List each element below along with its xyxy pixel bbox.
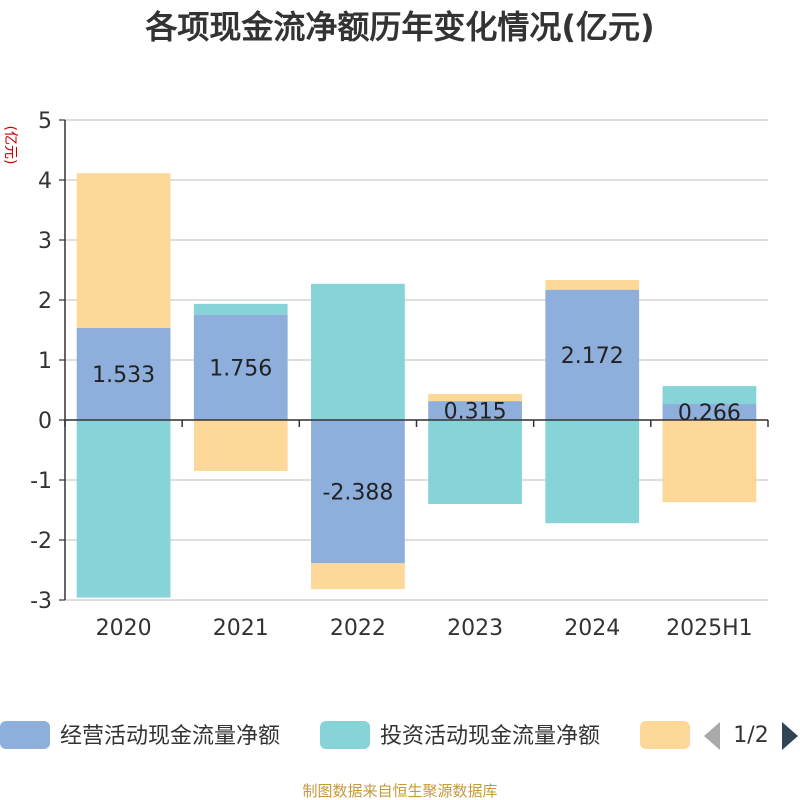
bar-segment [76, 420, 171, 598]
bar-segment [545, 289, 640, 420]
bar-segment [76, 173, 171, 329]
footer-source: 制图数据来自恒生聚源数据库 [302, 782, 497, 800]
bar-segment [76, 328, 171, 420]
legend-swatch[interactable] [640, 721, 690, 749]
y-tick-label: 0 [38, 409, 52, 434]
bar-segment [545, 420, 640, 524]
bar-segment [428, 393, 522, 402]
bar-segment [428, 401, 522, 420]
bar-segment [311, 420, 405, 564]
bar-segment [311, 283, 405, 420]
legend-next-arrow-icon[interactable] [782, 722, 798, 750]
y-tick-label: 5 [38, 109, 52, 134]
y-tick-label: 4 [38, 169, 52, 194]
data-label: 2.172 [561, 344, 624, 369]
x-tick-label: 2024 [564, 616, 620, 641]
legend-pager: 1/2 [704, 722, 798, 750]
x-tick-label: 2021 [213, 616, 269, 641]
y-tick-label: 2 [38, 289, 52, 314]
x-tick-label: 2025H1 [666, 616, 753, 641]
bar-segment [428, 420, 522, 504]
y-axis-unit: (亿元) [2, 126, 18, 165]
y-tick-label: -1 [30, 469, 52, 494]
bar-segment [193, 314, 288, 420]
x-tick-label: 2022 [330, 616, 386, 641]
y-tick-label: -2 [30, 529, 52, 554]
y-tick-label: 3 [38, 229, 52, 254]
legend-swatch[interactable] [320, 721, 370, 749]
legend-swatch[interactable] [0, 721, 50, 749]
data-label: 0.266 [678, 401, 741, 426]
bar-segment [662, 404, 757, 420]
data-label: 1.756 [209, 356, 272, 381]
bar-segment [662, 386, 757, 405]
bar-segment [662, 420, 757, 503]
axes: 5 4 3 2 1 0 -1 -2 -3 2020 2021 2022 2023 2024 2025H1 [30, 109, 769, 641]
bar-segment [311, 563, 405, 590]
y-tick-label: -3 [30, 589, 52, 614]
legend-page-indicator: 1/2 [733, 723, 768, 748]
bars [76, 173, 757, 598]
x-tick-label: 2020 [96, 616, 152, 641]
bar-segment [545, 280, 640, 290]
data-label: 0.315 [444, 400, 507, 425]
data-labels: 1.533 1.756 -2.388 0.315 2.172 0.266 [92, 344, 741, 506]
legend-label[interactable]: 投资活动现金流量净额 [380, 724, 600, 749]
bar-segment [193, 303, 288, 315]
legend-label[interactable]: 经营活动现金流量净额 [60, 724, 280, 749]
y-tick-label: 1 [38, 349, 52, 374]
chart-title: 各项现金流净额历年变化情况(亿元) [145, 8, 654, 46]
legend: 经营活动现金流量净额 投资活动现金流量净额 [0, 721, 690, 749]
data-label: 1.533 [92, 363, 155, 388]
bar-segment [193, 420, 288, 471]
legend-prev-arrow-icon[interactable] [704, 722, 720, 750]
data-label: -2.388 [322, 481, 393, 506]
x-tick-label: 2023 [447, 616, 503, 641]
